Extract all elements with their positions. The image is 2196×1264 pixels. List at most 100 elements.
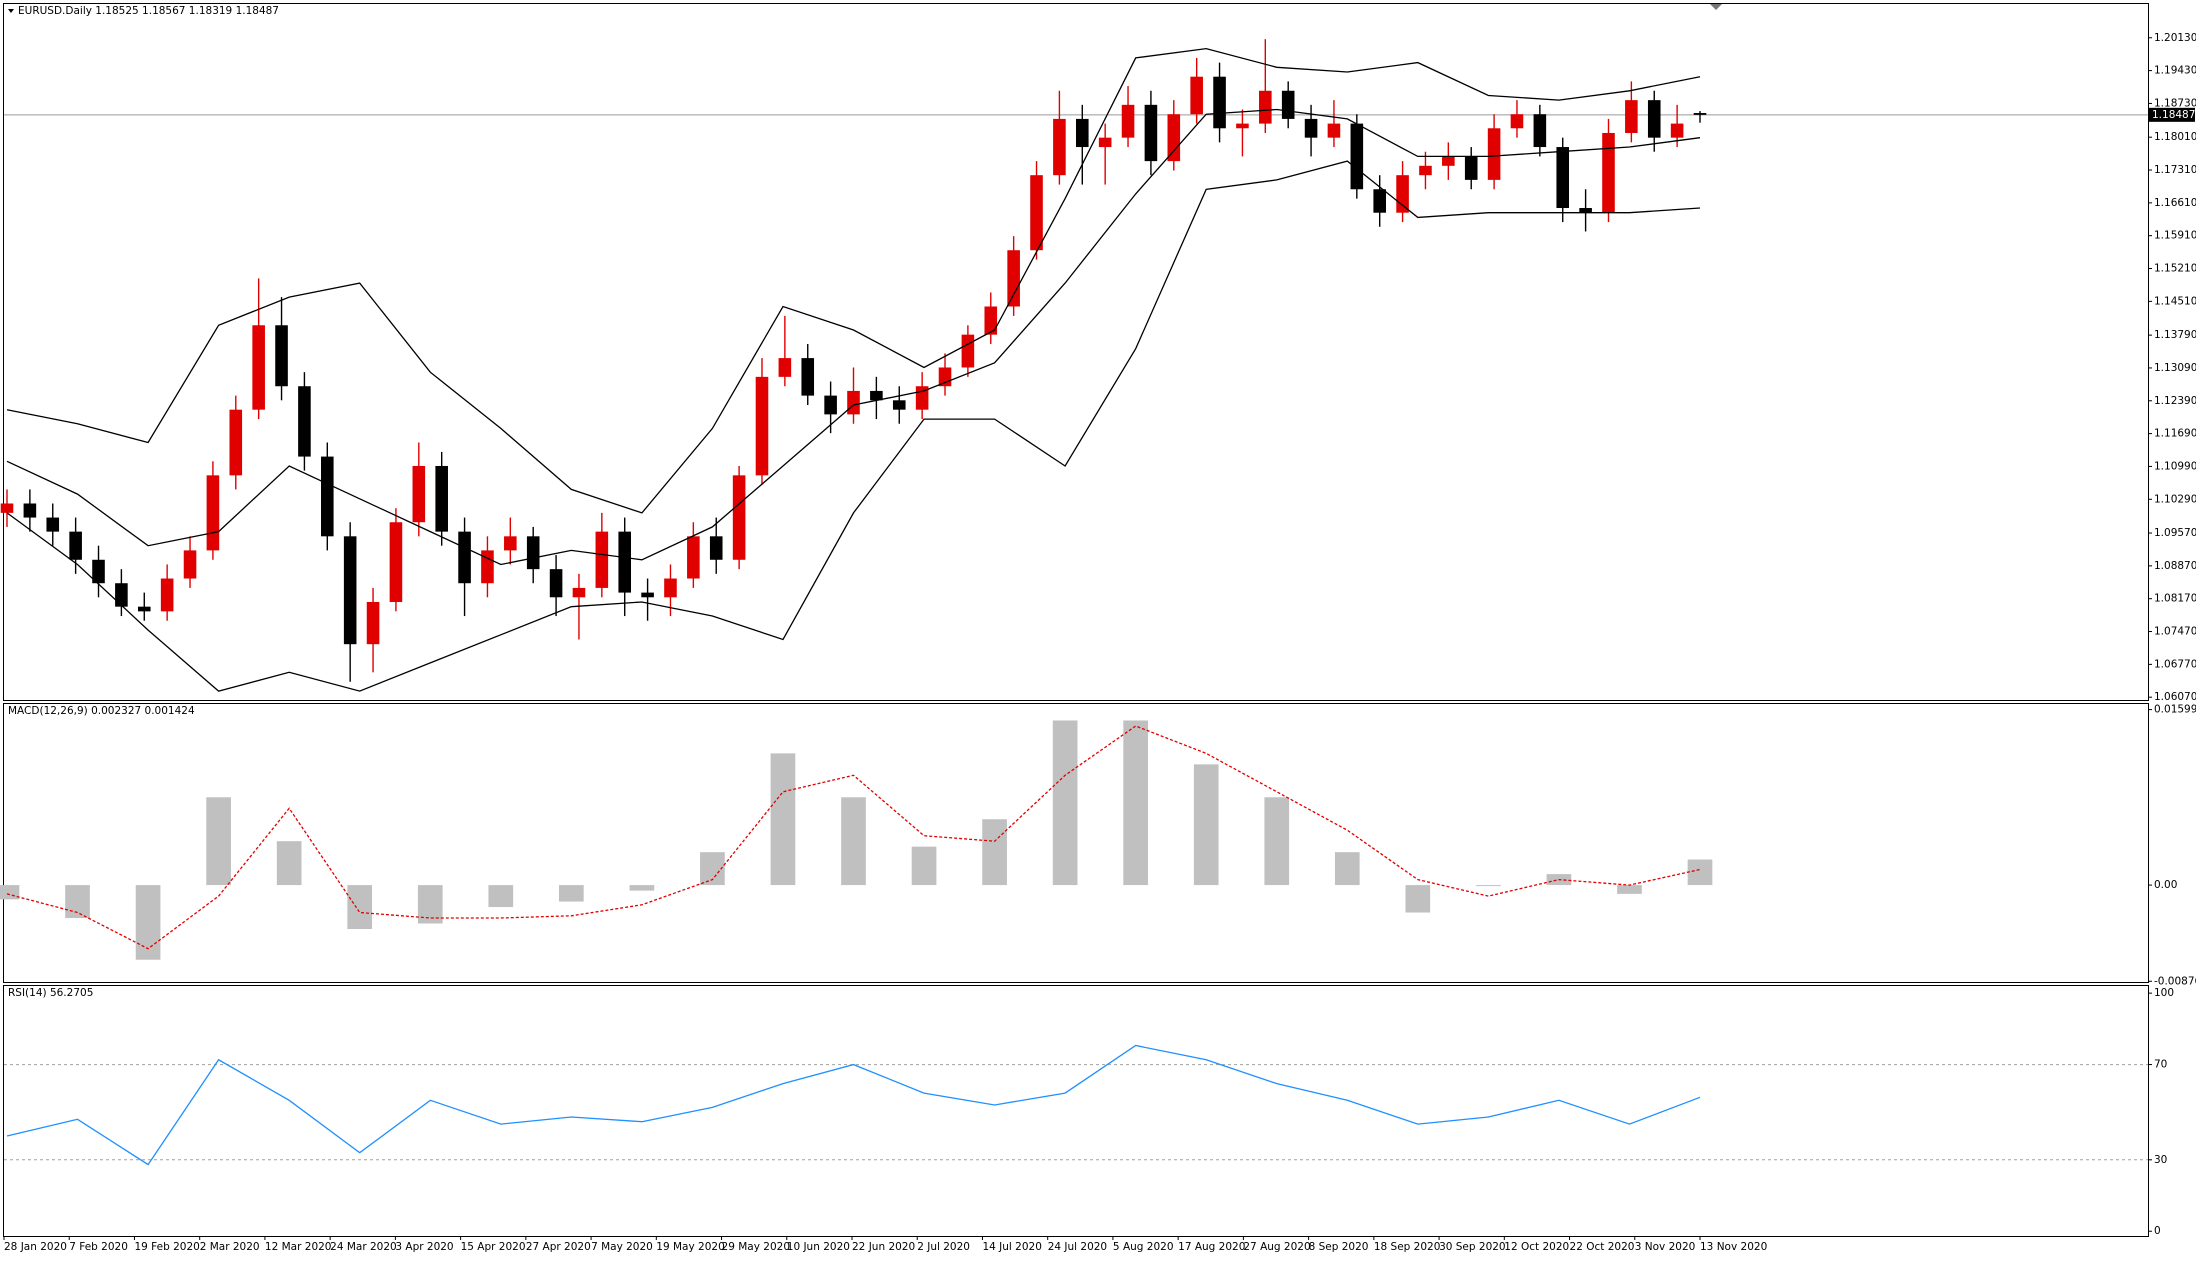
macd-signal-line: [6, 725, 1701, 950]
macd-histogram-bar: [558, 885, 584, 902]
y-tick-label: 1.08170: [2154, 593, 2196, 605]
symbol-header: EURUSD.Daily 1.18525 1.18567 1.18319 1.1…: [18, 5, 279, 17]
candle-body: [92, 559, 105, 584]
bollinger-band: [6, 108, 1701, 566]
price-panel-frame: [3, 3, 2149, 701]
macd-histogram-bar: [1334, 852, 1360, 886]
candle-body: [458, 531, 471, 584]
candle-body: [664, 578, 677, 598]
y-tick-label: 1.18730: [2154, 97, 2196, 109]
candle-body: [298, 386, 311, 457]
candle-body: [778, 358, 792, 377]
macd-panel-frame: [3, 703, 2149, 983]
candle-body: [389, 522, 403, 602]
y-tick-label: 1.06770: [2154, 658, 2196, 670]
candle-body: [412, 465, 426, 523]
y-tick-label: 1.13790: [2154, 329, 2196, 341]
candle-body: [1579, 208, 1592, 213]
candle-body: [1442, 156, 1455, 166]
y-tick-label: 1.14510: [2154, 295, 2196, 307]
x-tick-label: 22 Jun 2020: [852, 1241, 915, 1253]
candle-body: [137, 606, 151, 612]
candle-body: [526, 536, 540, 570]
bollinger-band: [6, 160, 1701, 692]
candle-body: [206, 475, 220, 551]
candle-body: [1625, 100, 1638, 133]
candle-body: [1419, 165, 1432, 176]
candle-body: [1281, 90, 1295, 119]
x-tick-label: 28 Jan 2020: [4, 1241, 67, 1253]
candle-body: [892, 400, 906, 410]
candle-body: [755, 376, 769, 476]
candle-body: [1602, 132, 1615, 213]
candle-body: [618, 531, 632, 593]
macd-histogram-bar: [629, 885, 655, 891]
macd-histogram-bar: [1687, 859, 1713, 886]
last-price-label: 1.18487: [2152, 109, 2195, 121]
rsi-header: RSI(14) 56.2705: [8, 987, 93, 999]
candle-body: [687, 536, 700, 579]
candle-body: [435, 465, 448, 532]
macd-histogram-bar: [1052, 720, 1078, 886]
rsi-panel-frame: [3, 985, 2149, 1237]
candle-body: [115, 583, 128, 607]
candle-body: [1464, 156, 1478, 180]
x-tick-label: 15 Apr 2020: [461, 1241, 526, 1253]
x-tick-label: 17 Aug 2020: [1178, 1241, 1245, 1253]
panel-menu-arrow: [8, 9, 14, 13]
macd-histogram-bar: [1405, 885, 1431, 913]
candle-body: [1327, 123, 1341, 138]
candle-body: [961, 334, 975, 368]
candle-body: [1396, 175, 1409, 213]
candle-body: [1304, 118, 1318, 138]
y-tick-label: 30: [2154, 1154, 2167, 1166]
x-tick-label: 19 Feb 2020: [134, 1241, 199, 1253]
candle-body: [595, 531, 609, 588]
y-tick-label: 0: [2154, 1225, 2161, 1237]
y-tick-label: -0.008763: [2154, 975, 2196, 987]
x-tick-label: 7 Feb 2020: [69, 1241, 128, 1253]
macd-histogram-bar: [206, 797, 231, 886]
y-tick-label: 1.10290: [2154, 493, 2196, 505]
candle-body: [366, 601, 380, 645]
macd-histogram-bar: [770, 753, 796, 886]
macd-histogram-bar: [135, 885, 161, 960]
candle-body: [870, 390, 883, 401]
rsi-line: [6, 1044, 1701, 1166]
scroll-marker: [1710, 4, 1722, 10]
x-tick-label: 13 Nov 2020: [1700, 1241, 1767, 1253]
y-tick-label: 100: [2154, 987, 2174, 999]
candle-body: [938, 367, 952, 387]
candle-body: [847, 390, 860, 415]
candle-body: [481, 550, 494, 584]
x-tick-label: 29 May 2020: [722, 1241, 790, 1253]
candle-body: [275, 325, 288, 387]
candle-body: [1533, 114, 1547, 148]
last-price-tag: [2149, 107, 2195, 122]
y-tick-label: 1.17310: [2154, 164, 2196, 176]
y-tick-label: 1.18010: [2154, 131, 2196, 143]
y-tick-label: 1.08870: [2154, 560, 2196, 572]
candle-body: [641, 592, 654, 598]
candle-body: [69, 531, 82, 560]
candle-body: [1121, 104, 1135, 138]
candle-body: [229, 409, 243, 476]
x-tick-label: 8 Sep 2020: [1309, 1241, 1369, 1253]
candle-body: [1030, 175, 1043, 251]
candle-body: [504, 536, 517, 551]
macd-histogram-bar: [1476, 885, 1501, 887]
candle-body: [1213, 76, 1226, 129]
x-tick-label: 3 Apr 2020: [395, 1241, 453, 1253]
y-tick-label: 1.11690: [2154, 428, 2196, 440]
candle-body: [343, 536, 357, 645]
candle-body: [23, 503, 37, 518]
x-tick-label: 7 May 2020: [591, 1241, 653, 1253]
y-tick-label: 1.06070: [2154, 691, 2196, 703]
y-tick-label: 1.19430: [2154, 65, 2196, 77]
y-tick-label: 1.10990: [2154, 460, 2196, 472]
candle-body: [1373, 189, 1386, 213]
candle-body: [709, 536, 723, 560]
y-tick-label: 1.12390: [2154, 395, 2196, 407]
x-tick-label: 19 May 2020: [656, 1241, 724, 1253]
